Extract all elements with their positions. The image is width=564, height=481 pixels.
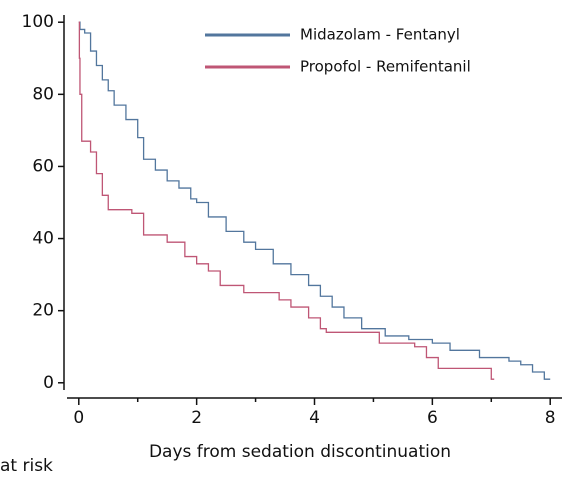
legend-label: Midazolam - Fentanyl bbox=[300, 26, 460, 44]
y-tick-label: 80 bbox=[32, 84, 54, 104]
footnote: at risk bbox=[0, 456, 53, 476]
y-tick-label: 0 bbox=[43, 373, 54, 393]
x-tick-label: 0 bbox=[73, 408, 84, 428]
survival-line bbox=[78, 21, 551, 380]
y-tick-label: 40 bbox=[32, 229, 54, 249]
x-tick-label: 2 bbox=[191, 408, 202, 428]
legend-label: Propofol - Remifentanil bbox=[300, 58, 471, 76]
x-tick-label: 6 bbox=[427, 408, 438, 428]
x-axis-label: Days from sedation discontinuation bbox=[149, 442, 451, 462]
x-tick-label: 4 bbox=[309, 408, 320, 428]
y-tick-label: 20 bbox=[32, 301, 54, 321]
y-tick-label: 60 bbox=[32, 156, 54, 176]
y-tick-label: 100 bbox=[22, 12, 54, 32]
survival-line bbox=[78, 21, 495, 380]
x-tick-label: 8 bbox=[545, 408, 556, 428]
